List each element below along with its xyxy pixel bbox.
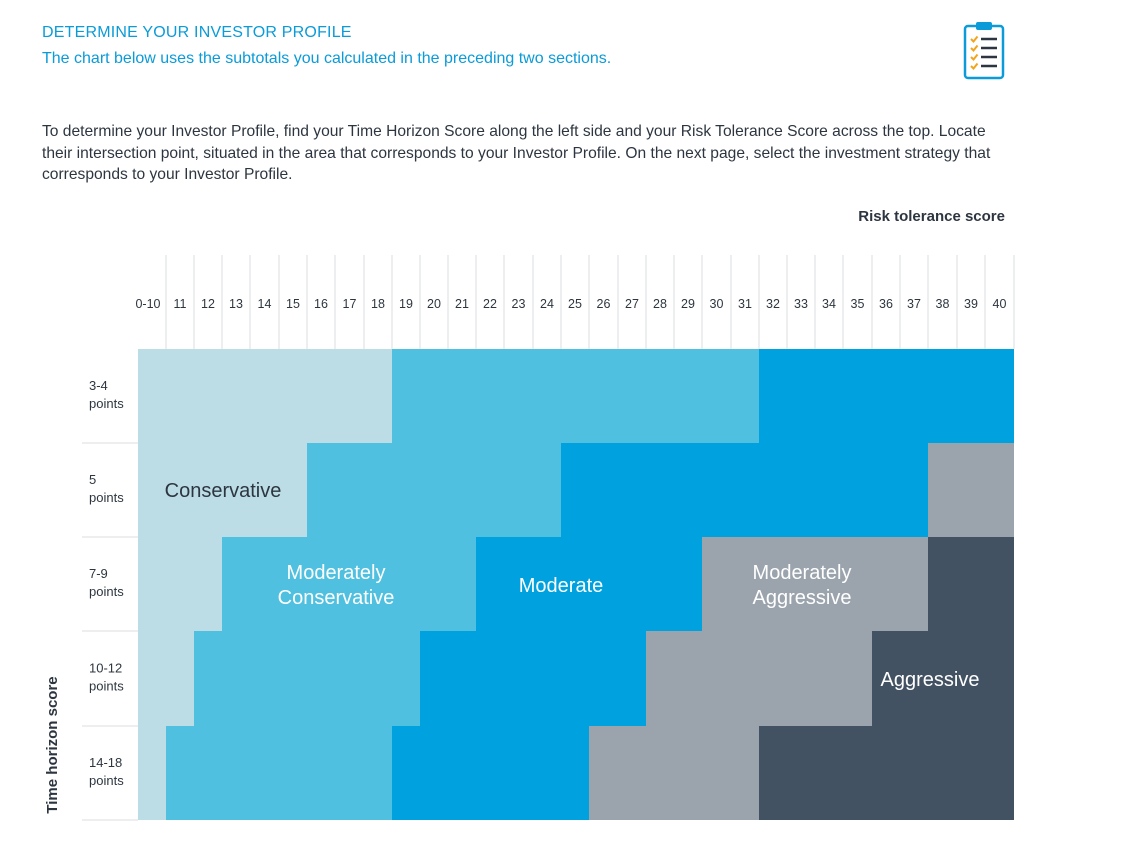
intro-paragraph: To determine your Investor Profile, find… xyxy=(42,123,991,183)
x-tick-label: 21 xyxy=(455,297,469,311)
category-label: Moderate xyxy=(519,575,604,597)
region-cell xyxy=(420,631,646,726)
y-tick-label: 10-12 xyxy=(89,661,122,676)
x-tick-label: 39 xyxy=(964,297,978,311)
x-tick-label: 25 xyxy=(568,297,582,311)
y-tick-label: 5 xyxy=(89,472,96,487)
x-tick-label: 11 xyxy=(174,297,187,311)
region-cell xyxy=(138,726,166,820)
x-tick-label: 19 xyxy=(399,297,413,311)
y-tick-label: 7-9 xyxy=(89,566,108,581)
region-cell xyxy=(759,349,1014,443)
y-tick-label: points xyxy=(89,490,124,505)
page-title: DETERMINE YOUR INVESTOR PROFILE xyxy=(42,24,352,41)
category-label: Aggressive xyxy=(881,669,980,691)
x-tick-label: 36 xyxy=(879,297,893,311)
region-cell xyxy=(194,631,420,726)
x-tick-label: 38 xyxy=(936,297,950,311)
x-tick-label: 20 xyxy=(427,297,441,311)
category-label: Moderately xyxy=(287,562,386,584)
x-tick-label: 15 xyxy=(286,297,300,311)
x-tick-label: 24 xyxy=(540,297,554,311)
y-tick-label: points xyxy=(89,773,124,788)
region-cell xyxy=(928,537,1014,631)
region-cell xyxy=(307,443,561,537)
x-tick-label: 35 xyxy=(851,297,865,311)
region-cell xyxy=(872,631,1014,726)
category-label: Aggressive xyxy=(753,587,852,609)
region-cell xyxy=(392,349,759,443)
x-tick-label: 16 xyxy=(314,297,328,311)
x-tick-label: 18 xyxy=(371,297,385,311)
x-tick-label: 30 xyxy=(710,297,724,311)
region-cell xyxy=(589,726,759,820)
x-tick-label: 12 xyxy=(201,297,215,311)
region-cell xyxy=(138,443,307,537)
clipboard-checklist-icon xyxy=(963,22,1005,80)
x-tick-label: 29 xyxy=(681,297,695,311)
x-tick-label: 14 xyxy=(258,297,272,311)
region-cell xyxy=(646,631,872,726)
region-cell xyxy=(138,631,194,726)
x-tick-label: 22 xyxy=(483,297,497,311)
region-cell xyxy=(138,349,392,443)
x-tick-label: 23 xyxy=(512,297,526,311)
region-cell xyxy=(392,726,589,820)
region-cell xyxy=(166,726,392,820)
x-tick-label: 33 xyxy=(794,297,808,311)
region-cell xyxy=(476,537,702,631)
page-subtitle: The chart below uses the subtotals you c… xyxy=(42,50,612,67)
category-label: Moderately xyxy=(753,562,852,584)
x-tick-label: 28 xyxy=(653,297,667,311)
region-cell xyxy=(759,726,1014,820)
region-cell xyxy=(138,537,222,631)
x-tick-label: 13 xyxy=(229,297,243,311)
y-tick-label: points xyxy=(89,584,124,599)
x-axis-title: Risk tolerance score xyxy=(858,208,1005,225)
x-tick-label: 32 xyxy=(766,297,780,311)
x-tick-label: 40 xyxy=(993,297,1007,311)
x-tick-label: 31 xyxy=(738,297,752,311)
y-tick-label: 14-18 xyxy=(89,755,122,770)
category-label: Conservative xyxy=(165,480,282,502)
region-cell xyxy=(222,537,476,631)
y-axis-title: Time horizon score xyxy=(44,676,61,813)
x-tick-label: 37 xyxy=(907,297,921,311)
x-tick-label: 26 xyxy=(597,297,611,311)
x-tick-label: 0-10 xyxy=(135,297,160,311)
region-cell xyxy=(702,537,928,631)
y-tick-label: points xyxy=(89,679,124,694)
category-label: Conservative xyxy=(278,587,395,609)
x-tick-label: 17 xyxy=(343,297,357,311)
x-tick-label: 34 xyxy=(822,297,836,311)
y-tick-label: 3-4 xyxy=(89,378,108,393)
region-cell xyxy=(561,443,928,537)
region-cell xyxy=(928,443,1014,537)
x-tick-label: 27 xyxy=(625,297,639,311)
y-tick-label: points xyxy=(89,396,124,411)
